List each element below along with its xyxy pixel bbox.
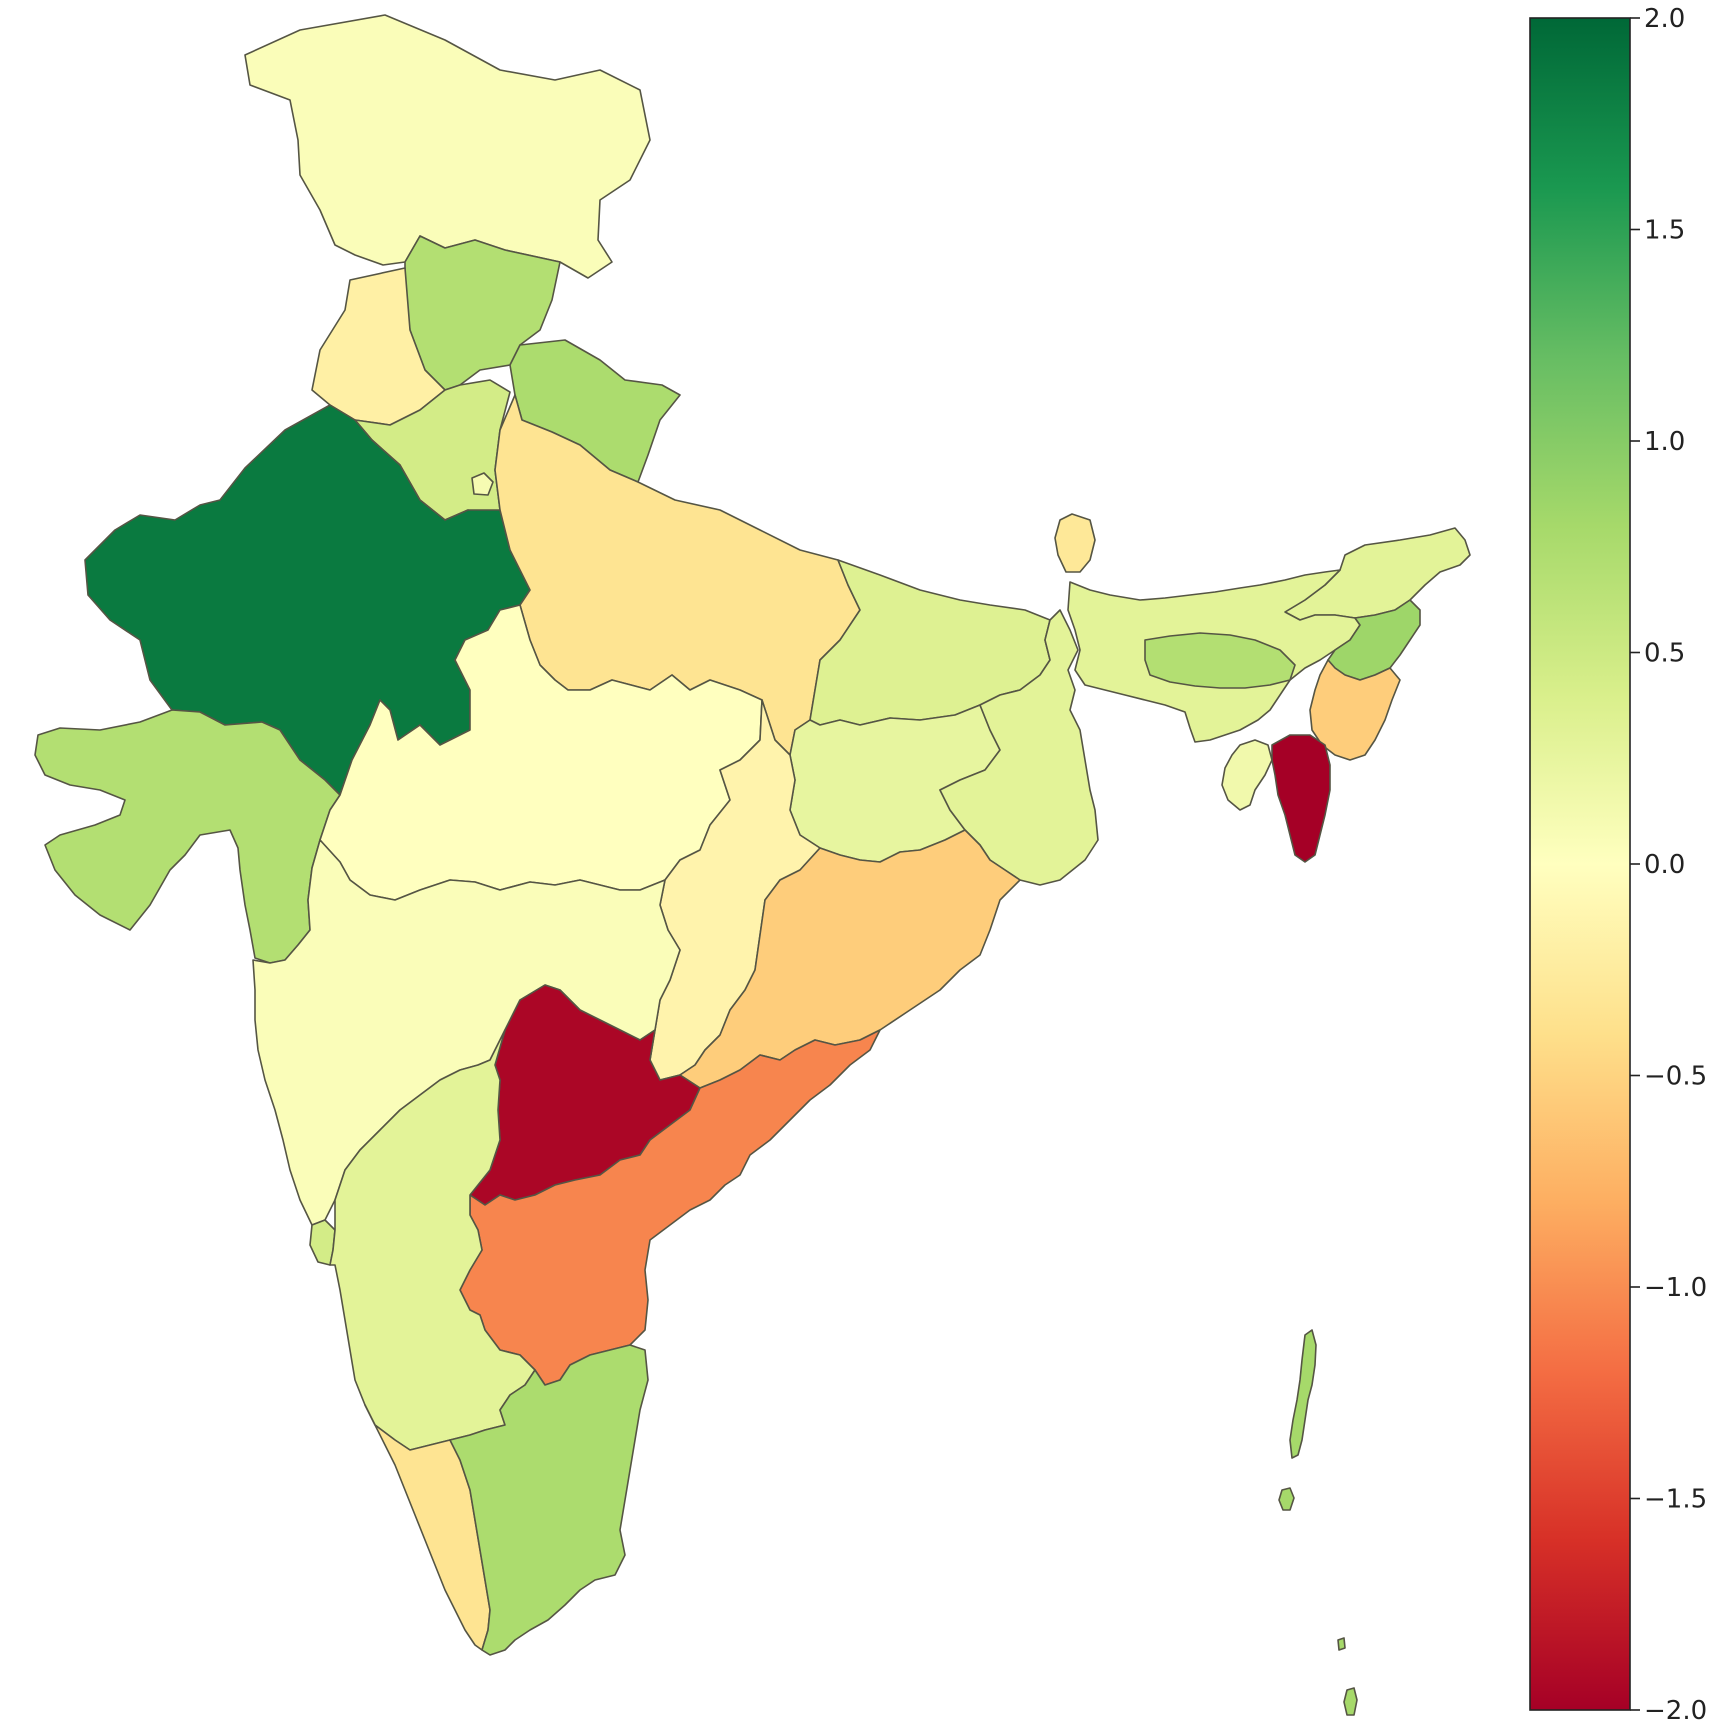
region-sikkim	[1054, 513, 1096, 573]
colorbar-tick-label: 1.5	[1644, 216, 1685, 246]
region-delhi	[471, 472, 494, 496]
colorbar-tick-label: 1.0	[1644, 427, 1685, 457]
region-mizoram	[1271, 734, 1331, 863]
colorbar-tick-label: 0.5	[1644, 639, 1685, 669]
colorbar-ticks: 2.0 1.5 1.0 0.5 0.0 −0.5 −1.0 −1.5 −2.0	[1630, 4, 1707, 1726]
colorbar-gradient	[1530, 18, 1630, 1710]
state-regions	[34, 14, 1471, 1716]
region-manipur	[1309, 659, 1401, 761]
colorbar-tick-label: −1.0	[1644, 1273, 1707, 1303]
colorbar: 2.0 1.5 1.0 0.5 0.0 −0.5 −1.0 −1.5 −2.0	[1529, 4, 1707, 1726]
region-jammu-kashmir	[244, 14, 651, 279]
region-tamil-nadu	[449, 1344, 649, 1656]
colorbar-tick-label: 2.0	[1644, 4, 1685, 34]
region-karnataka	[329, 1029, 536, 1451]
region-meghalaya	[1144, 632, 1296, 689]
region-tripura	[1221, 739, 1273, 811]
region-gujarat	[34, 709, 341, 964]
colorbar-tick-label: −1.5	[1644, 1485, 1707, 1515]
colorbar-tick-label: −2.0	[1644, 1696, 1707, 1726]
region-andaman-nicobar	[1278, 1329, 1358, 1716]
colorbar-tick-label: −0.5	[1644, 1062, 1707, 1092]
colorbar-tick-label: 0.0	[1644, 850, 1685, 880]
